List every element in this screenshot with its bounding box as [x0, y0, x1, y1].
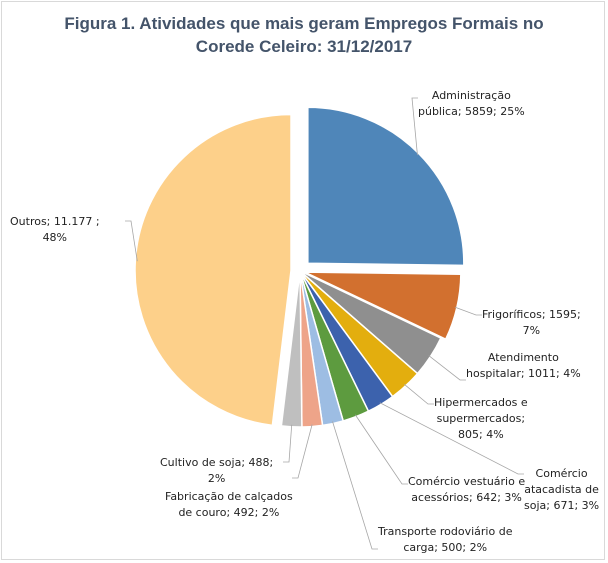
label-comercio-atacadista: Comércio atacadista de soja; 671; 3% — [524, 466, 599, 514]
leader-line — [379, 402, 524, 475]
label-line: Atendimento — [487, 351, 559, 364]
label-line: atacadista de — [524, 483, 599, 496]
leader-line — [411, 97, 418, 156]
label-line: 48% — [42, 231, 68, 244]
leader-line — [404, 383, 434, 405]
chart-title-line-2: Corede Celeiro: 31/12/2017 — [195, 37, 413, 56]
label-line: 7% — [522, 324, 541, 337]
chart-title-line-1: Figura 1. Atividades que mais geram Empr… — [64, 14, 544, 33]
label-line: 805; 4% — [458, 428, 504, 441]
leader-line — [332, 421, 378, 550]
label-outros: Outros; 11.177 ; 48% — [10, 214, 100, 246]
label-comercio-vestuario: Comércio vestuário e acessórios; 642; 3% — [408, 474, 525, 506]
label-line: Administração — [431, 89, 511, 102]
chart-title: Figura 1. Atividades que mais geram Empr… — [0, 12, 608, 58]
label-line: Cultivo de soja; 488; — [160, 456, 274, 469]
label-frigorificos: Frigoríficos; 1595; 7% — [482, 307, 581, 339]
label-line: de couro; 492; 2% — [178, 506, 280, 519]
label-line: Comércio vestuário e — [408, 475, 526, 488]
leader-line — [292, 424, 313, 479]
label-hipermercados: Hipermercados e supermercados; 805; 4% — [434, 395, 528, 443]
leader-line — [283, 424, 293, 463]
pie-slice-administracao-publica — [307, 106, 465, 267]
label-atendimento-hospitalar: Atendimento hospitalar; 1011; 4% — [466, 350, 581, 382]
label-line: Frigoríficos; 1595; — [482, 308, 581, 321]
label-line: acessórios; 642; 3% — [411, 491, 522, 504]
pie-slice-outros — [134, 113, 292, 427]
leader-line — [354, 414, 408, 485]
leader-line — [428, 355, 466, 381]
label-line: 2% — [207, 472, 226, 485]
label-line: supermercados; — [436, 412, 526, 425]
label-line: Transporte rodoviário de — [378, 525, 513, 538]
label-line: pública; 5859; 25% — [418, 105, 525, 118]
label-line: Comércio — [535, 467, 588, 480]
label-line: Fabricação de calçados — [165, 490, 293, 503]
label-line: soja; 671; 3% — [524, 499, 600, 512]
leader-line — [454, 306, 482, 316]
label-transporte-rodoviario: Transporte rodoviário de carga; 500; 2% — [378, 524, 512, 556]
label-line: hospitalar; 1011; 4% — [466, 367, 581, 380]
leader-line — [125, 220, 138, 262]
label-fabricacao-calcados: Fabricação de calçados de couro; 492; 2% — [165, 489, 293, 521]
label-line: Hipermercados e — [434, 396, 528, 409]
label-line: Outros; 11.177 ; — [10, 215, 100, 228]
label-cultivo-soja: Cultivo de soja; 488; 2% — [160, 455, 273, 487]
label-line: carga; 500; 2% — [403, 541, 488, 554]
label-administracao-publica: Administração pública; 5859; 25% — [418, 88, 525, 120]
